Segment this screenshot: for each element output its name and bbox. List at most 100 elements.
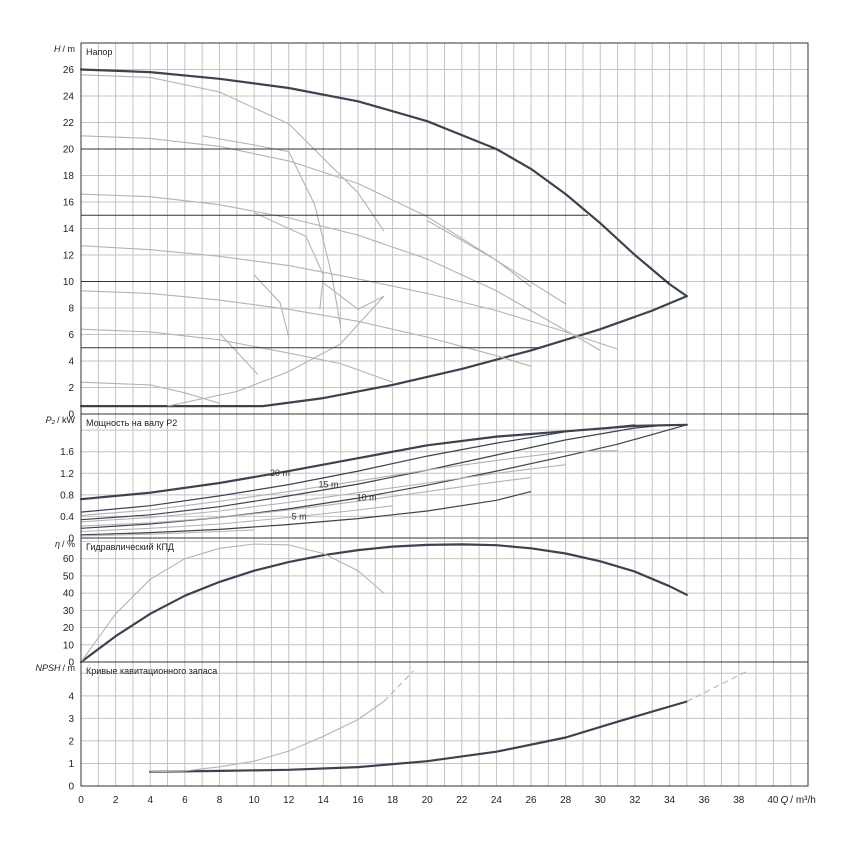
x-tick-label: 20 <box>422 795 434 806</box>
x-tick-label: 6 <box>182 795 188 806</box>
x-tick-label: 26 <box>525 795 537 806</box>
y-tick-label: 0 <box>68 658 74 669</box>
series-line-power <box>80 424 635 513</box>
x-tick-label: 0 <box>78 795 84 806</box>
series-line-efficiency <box>80 543 385 663</box>
y-tick-label: 16 <box>63 198 75 209</box>
panel-title-power: Мощность на валу P2 <box>86 418 177 428</box>
frame-layer <box>80 42 809 787</box>
series-line-head <box>80 193 601 351</box>
y-axis-label: η / % <box>55 539 75 549</box>
series-line-head <box>322 282 385 310</box>
series-line-head <box>80 74 385 232</box>
x-tick-label: 32 <box>629 795 641 806</box>
y-tick-label: 18 <box>63 171 75 182</box>
x-tick-label: 34 <box>664 795 676 806</box>
series-line-power <box>80 477 532 527</box>
panel-title-head: Напор <box>86 47 112 57</box>
y-tick-label: 8 <box>68 304 74 315</box>
y-tick-label: 0.8 <box>60 490 74 501</box>
series-line-npsh <box>383 670 414 702</box>
series-line-head <box>253 274 290 338</box>
series-line-head <box>167 295 385 407</box>
series-line-head <box>80 328 393 383</box>
series-line-power <box>80 464 566 523</box>
x-tick-label: 24 <box>491 795 503 806</box>
y-tick-label: 0 <box>68 782 74 793</box>
y-tick-label: 30 <box>63 606 75 617</box>
panel-title-efficiency: Гидравлический КПД <box>86 542 174 552</box>
y-tick-label: 14 <box>63 224 75 235</box>
series-line-head <box>426 220 566 305</box>
y-tick-label: 22 <box>63 118 75 129</box>
series-line-power <box>80 450 618 516</box>
plot-frame <box>80 42 809 787</box>
series-layer <box>79 68 748 773</box>
y-tick-label: 2 <box>68 383 74 394</box>
series-line-head <box>79 68 688 298</box>
y-tick-label: 40 <box>63 589 75 600</box>
x-tick-label: 14 <box>318 795 330 806</box>
y-tick-label: 50 <box>63 571 75 582</box>
y-tick-label: 1.6 <box>60 447 74 458</box>
x-tick-label: 2 <box>113 795 119 806</box>
x-tick-label: 36 <box>699 795 711 806</box>
y-tick-label: 24 <box>63 92 75 103</box>
y-axis-label: H / m <box>54 44 75 54</box>
curve-label: 5 m <box>292 512 307 522</box>
y-tick-label: 3 <box>68 714 74 725</box>
y-tick-label: 10 <box>63 277 75 288</box>
y-tick-label: 10 <box>63 640 75 651</box>
y-tick-label: 12 <box>63 251 75 262</box>
series-line-head <box>80 381 220 404</box>
series-line-power <box>80 529 255 537</box>
y-axis-label: P₂ / kW <box>46 415 76 425</box>
curve-label: 20 m <box>270 468 290 478</box>
series-line-power <box>80 491 532 536</box>
y-tick-label: 60 <box>63 554 75 565</box>
y-tick-label: 6 <box>68 330 74 341</box>
x-tick-label: 12 <box>283 795 295 806</box>
series-line-head <box>219 332 259 375</box>
series-line-efficiency <box>79 543 688 664</box>
series-line-head <box>202 135 342 327</box>
series-line-power <box>80 505 393 533</box>
x-tick-label: 8 <box>217 795 223 806</box>
series-line-npsh <box>149 700 688 773</box>
curve-label: 15 m <box>319 479 339 489</box>
x-tick-label: 30 <box>595 795 607 806</box>
x-tick-label: 22 <box>456 795 468 806</box>
x-tick-label: 16 <box>352 795 364 806</box>
y-tick-label: 20 <box>63 623 75 634</box>
x-tick-label: 38 <box>733 795 745 806</box>
series-line-head <box>80 245 618 350</box>
series-line-power <box>80 424 670 521</box>
x-axis-label: 40 Q / m³/h <box>767 795 815 806</box>
y-tick-label: 1 <box>68 759 74 770</box>
y-tick-label: 4 <box>68 691 74 702</box>
x-tick-label: 4 <box>147 795 153 806</box>
y-tick-label: 0 <box>68 534 74 545</box>
series-line-npsh <box>686 670 748 702</box>
series-line-npsh <box>150 701 385 773</box>
y-axis-label: NPSH / m <box>35 663 75 673</box>
y-tick-label: 2 <box>68 736 74 747</box>
y-tick-label: 1.2 <box>60 469 74 480</box>
series-line-head <box>253 212 324 310</box>
y-tick-label: 0 <box>68 410 74 421</box>
curve-label: 10 m <box>357 492 377 502</box>
x-tick-label: 18 <box>387 795 399 806</box>
series-line-head <box>79 295 688 408</box>
y-tick-label: 20 <box>63 145 75 156</box>
y-tick-label: 26 <box>63 65 75 76</box>
panel-title-npsh: Кривые кавитационного запаса <box>86 666 217 676</box>
y-tick-label: 0.4 <box>60 512 74 523</box>
series-line-head <box>80 135 532 288</box>
series-line-power <box>79 423 688 501</box>
x-tick-label: 10 <box>249 795 261 806</box>
x-tick-label: 28 <box>560 795 572 806</box>
y-tick-label: 4 <box>68 357 74 368</box>
series-line-head <box>80 290 532 367</box>
